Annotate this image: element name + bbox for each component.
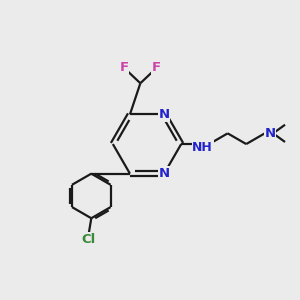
Text: N: N [159,167,170,180]
Text: N: N [159,108,170,121]
Text: N: N [265,127,276,140]
Text: Cl: Cl [82,232,96,245]
Text: F: F [119,61,129,74]
Text: F: F [152,61,161,74]
Text: NH: NH [192,140,213,154]
